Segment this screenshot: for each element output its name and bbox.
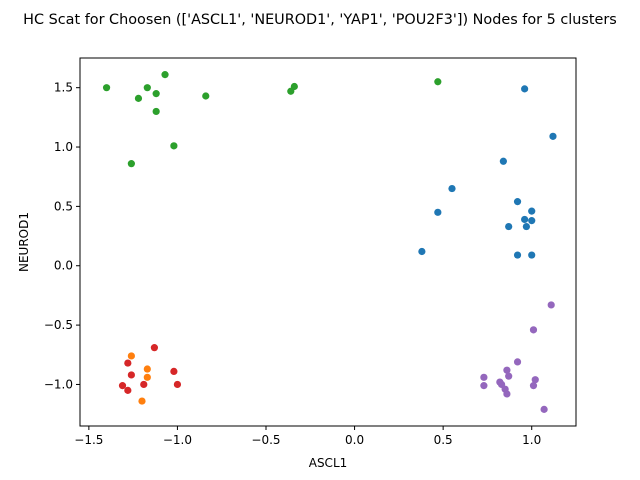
cluster-4-point (529, 382, 538, 390)
cluster-0-point (418, 247, 426, 256)
x-tick-label: 0.5 (434, 433, 453, 447)
axis-ticks: −1.5 −1.0 −0.5 0.0 0.5 1.0 −1.0 −0.5 0.0 0.5 1.0 1.… (44, 81, 541, 447)
y-tick-label: 0.0 (54, 259, 73, 273)
cluster-4-point (513, 358, 522, 366)
cluster-2-point (287, 87, 295, 95)
x-tick-label: −1.5 (74, 433, 103, 447)
cluster-3-point (124, 386, 132, 394)
y-tick-label: 1.5 (54, 81, 73, 95)
cluster-1-point (138, 397, 146, 405)
cluster-3-point (170, 367, 178, 375)
y-tick-label: 1.0 (54, 140, 73, 154)
cluster-2-point (127, 160, 135, 168)
cluster-3-point (118, 382, 127, 390)
cluster-3-point (173, 380, 182, 389)
cluster-0-point (513, 251, 522, 259)
y-tick-label: −1.0 (44, 377, 73, 391)
cluster-1-point (127, 352, 135, 360)
x-axis-label: ASCL1 (309, 456, 348, 470)
cluster-4-point (529, 326, 538, 334)
cluster-3-point (150, 344, 158, 352)
cluster-0-point (499, 157, 507, 165)
cluster-0-point (513, 198, 522, 206)
cluster-0-point (528, 217, 536, 225)
cluster-4-point (503, 390, 511, 398)
cluster-4-point (480, 373, 488, 381)
cluster-3-point (124, 359, 132, 367)
cluster-0-point (521, 215, 529, 224)
cluster-2-point (134, 94, 143, 102)
y-axis-label: NEUROD1 (17, 212, 31, 272)
cluster-4-point (480, 382, 488, 390)
cluster-3-point (127, 371, 135, 379)
y-tick-label: −0.5 (44, 318, 73, 332)
cluster-1-point (143, 373, 151, 381)
cluster-1-point (143, 365, 151, 373)
plot-area-frame (79, 57, 577, 427)
x-tick-label: 1.0 (522, 433, 541, 447)
cluster-4-point (531, 376, 539, 384)
cluster-0-point (521, 85, 529, 93)
cluster-0-point (434, 208, 442, 216)
cluster-4-point (505, 372, 513, 380)
y-tick-label: 0.5 (54, 199, 73, 213)
chart-title: HC Scat for Choosen (['ASCL1', 'NEUROD1'… (23, 12, 617, 28)
cluster-4-point (540, 405, 548, 413)
cluster-4-point (547, 301, 555, 309)
cluster-2-point (161, 71, 169, 79)
cluster-2-point (102, 84, 111, 92)
x-tick-label: −0.5 (251, 433, 280, 447)
cluster-0-point (505, 222, 513, 231)
cluster-3-point (140, 380, 148, 389)
cluster-2-point (152, 90, 160, 98)
cluster-2-point (170, 142, 178, 150)
cluster-0-point (549, 132, 557, 140)
cluster-2-point (434, 78, 442, 86)
cluster-0-point (528, 207, 536, 215)
cluster-4-point (503, 366, 511, 374)
cluster-0-point (522, 222, 531, 231)
cluster-2-point (143, 84, 151, 92)
cluster-0-point (448, 184, 456, 193)
cluster-0-point (528, 251, 536, 259)
x-tick-label: 0.0 (345, 433, 364, 447)
x-tick-label: −1.0 (163, 433, 192, 447)
cluster-2-point (202, 92, 210, 100)
cluster-2-point (152, 107, 160, 116)
data-points (102, 71, 557, 413)
